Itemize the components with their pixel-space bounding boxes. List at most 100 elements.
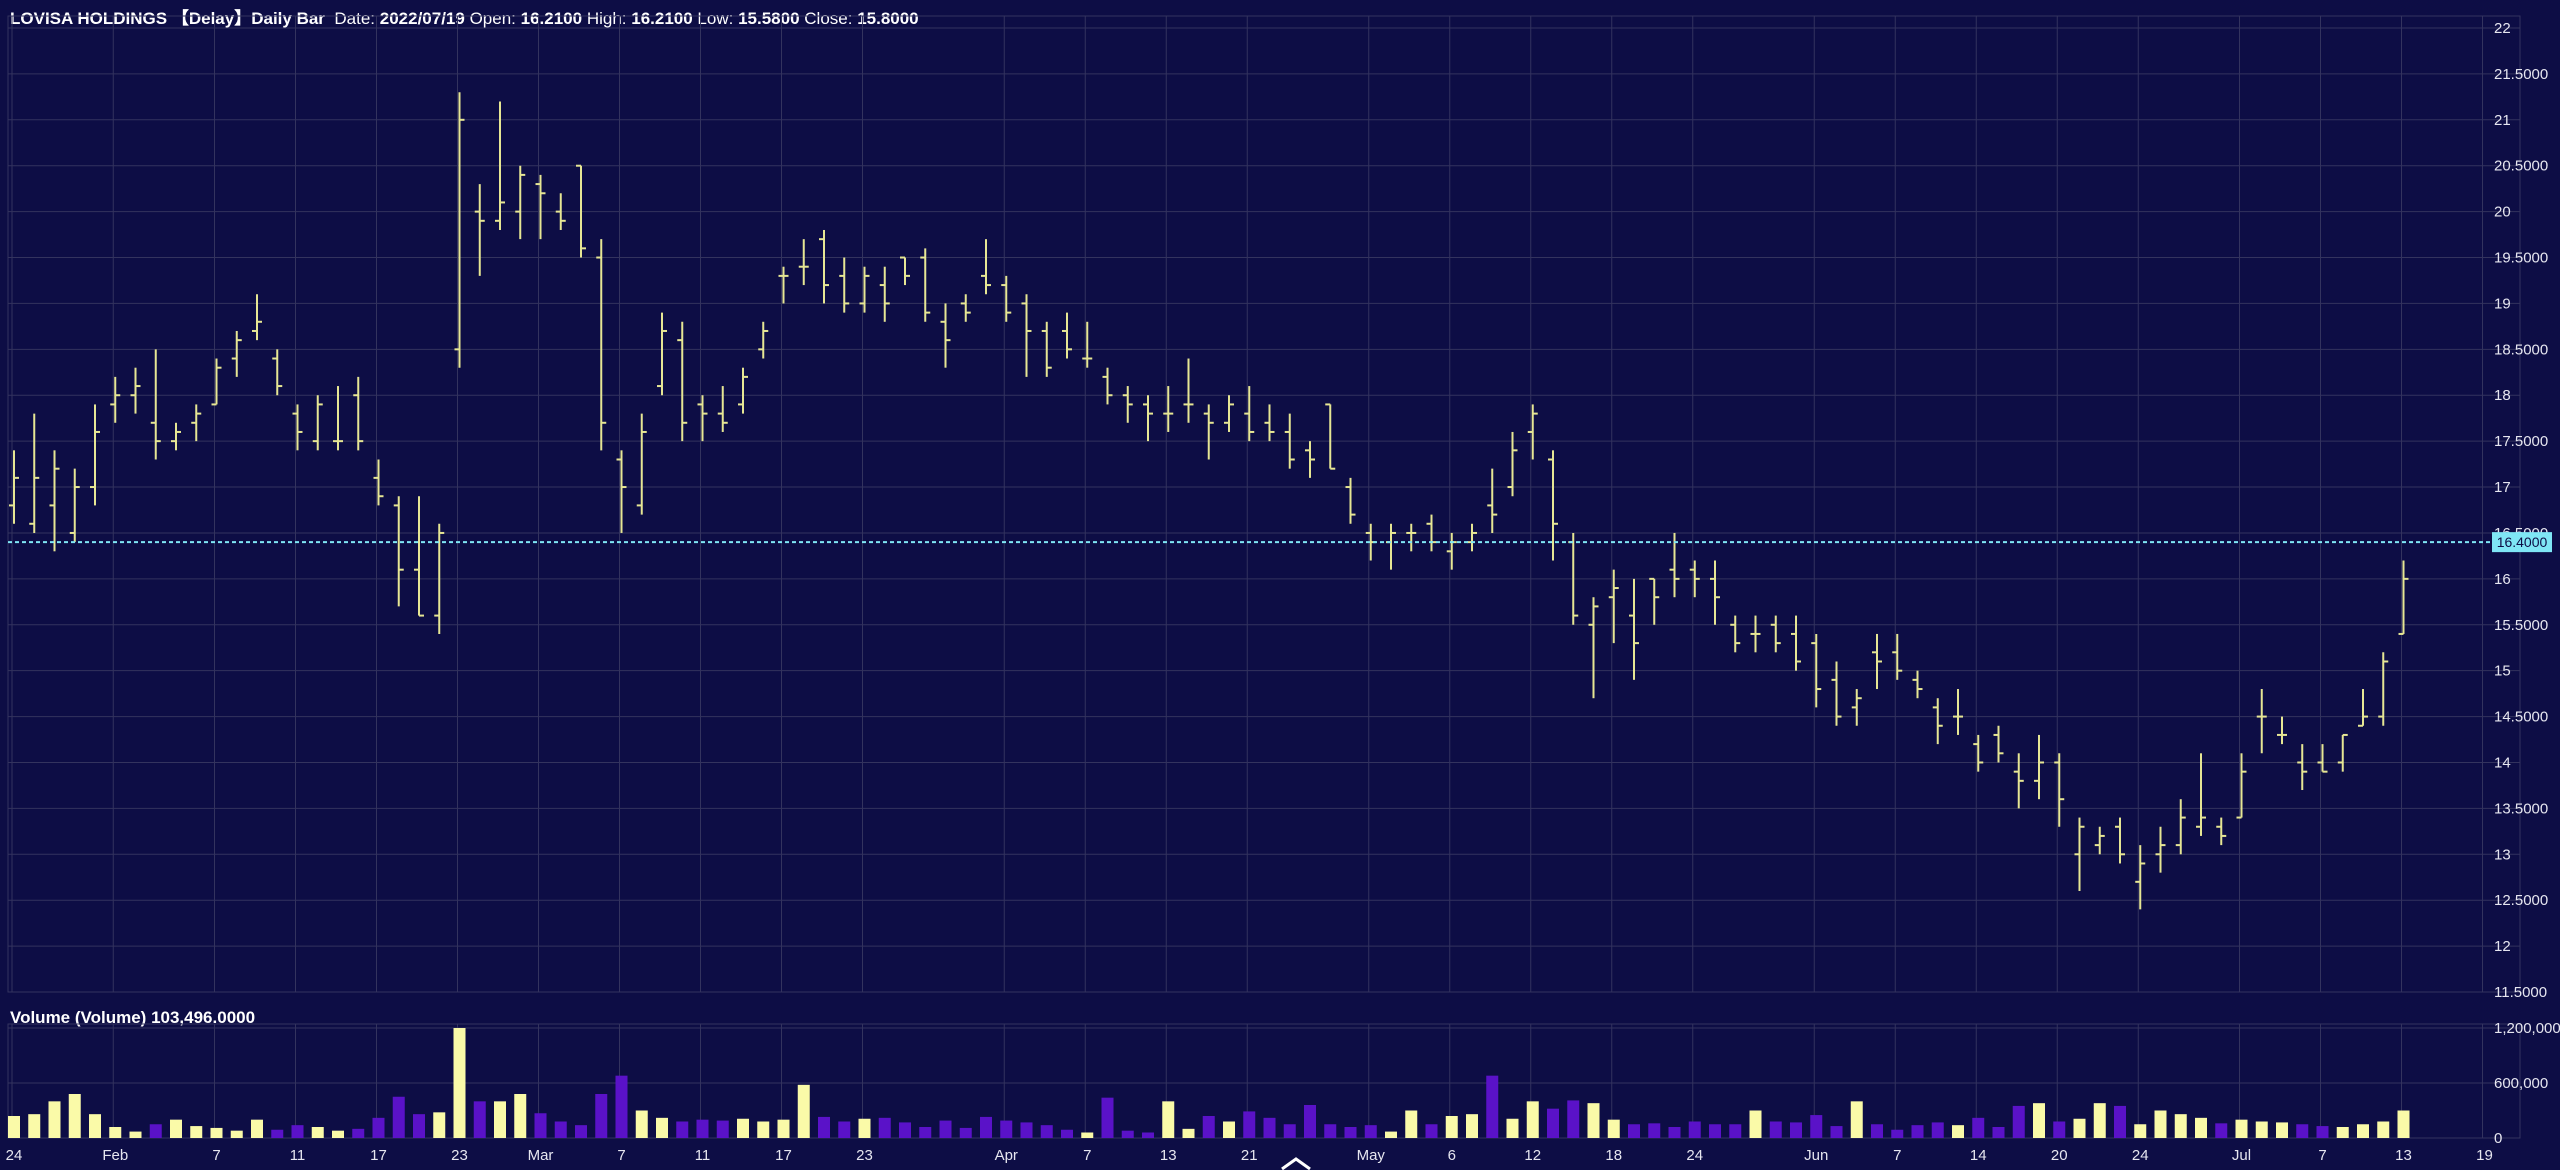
ohlc-bar xyxy=(616,450,627,533)
ohlc-bar xyxy=(2398,560,2409,635)
ohlc-bar xyxy=(1244,386,1255,442)
ohlc-bar xyxy=(393,496,404,607)
date-tick-label: 24 xyxy=(2132,1147,2149,1164)
ohlc-bar xyxy=(90,404,100,506)
ohlc-bar xyxy=(1224,395,1234,432)
price-tick-label: 15 xyxy=(2494,663,2511,680)
ohlc-bar xyxy=(1831,661,1842,726)
ohlc-bar xyxy=(1953,689,1963,735)
volume-bar xyxy=(1891,1129,1904,1138)
date-tick-label: 17 xyxy=(370,1147,387,1164)
high-value: 16.2100 xyxy=(631,9,693,28)
date-tick-label: Jul xyxy=(2232,1147,2251,1164)
ohlc-bar xyxy=(69,468,80,543)
ohlc-bar xyxy=(9,450,19,524)
price-tick-label: 18 xyxy=(2494,387,2511,404)
volume-bar xyxy=(2357,1124,2369,1138)
volume-bar xyxy=(1486,1075,1499,1138)
ohlc-bar xyxy=(1851,689,1862,726)
date-label: Date: xyxy=(334,9,376,28)
ohlc-bar xyxy=(819,229,829,304)
ohlc-bar xyxy=(1588,597,1599,699)
volume-header: Volume (Volume) 103,496.0000 xyxy=(10,1008,255,1028)
volume-bar xyxy=(716,1120,729,1138)
ohlc-bar xyxy=(717,386,728,432)
price-tick-label: 22 xyxy=(2494,20,2511,37)
ohlc-bar xyxy=(535,174,546,240)
date-tick-label: 23 xyxy=(856,1147,873,1164)
ohlc-bar xyxy=(778,266,789,304)
ohlc-bar xyxy=(1507,431,1518,497)
ohlc-bar xyxy=(1689,560,1700,598)
ohlc-bar xyxy=(1183,358,1194,423)
date-tick-label: 11 xyxy=(290,1147,306,1164)
ohlc-bar xyxy=(1446,532,1457,570)
volume-bar xyxy=(2316,1126,2329,1138)
ohlc-bar xyxy=(981,239,991,295)
volume-bar xyxy=(858,1118,871,1138)
ohlc-bar xyxy=(171,422,181,451)
chevron-up-icon[interactable] xyxy=(1280,1156,1312,1170)
volume-bar xyxy=(656,1117,668,1138)
volume-bar xyxy=(1182,1128,1195,1138)
low-label: Low: xyxy=(697,9,734,28)
close-value: 15.8000 xyxy=(857,9,919,28)
volume-bar xyxy=(1425,1124,1438,1138)
ohlc-bar xyxy=(1284,413,1295,469)
volume-bar xyxy=(818,1116,830,1138)
date-value: 2022/07/19 xyxy=(379,9,465,28)
ohlc-bar xyxy=(1892,633,1903,680)
volume-bar xyxy=(615,1075,628,1138)
ohlc-bar xyxy=(2256,689,2267,754)
volume-bar xyxy=(1830,1126,1843,1138)
chart-header: LOVISA HOLDINGS 【Delay】Daily Bar Date: 2… xyxy=(10,4,919,29)
price-tick-label: 18.5000 xyxy=(2494,341,2548,358)
volume-bar xyxy=(1709,1124,1721,1138)
volume-tick-label: 600,000 xyxy=(2494,1075,2548,1092)
ohlc-bar xyxy=(1467,523,1477,552)
ohlc-bar xyxy=(1973,734,1984,772)
volume-bar xyxy=(28,1114,41,1138)
volume-bar xyxy=(2174,1114,2187,1138)
ohlc-bar xyxy=(2175,799,2186,855)
ohlc-bar xyxy=(2074,817,2085,892)
volume-bar xyxy=(1567,1100,1580,1138)
volume-bar xyxy=(1769,1121,1782,1138)
volume-bar xyxy=(372,1117,385,1138)
ohlc-bar xyxy=(1608,569,1619,644)
date-tick-label: 7 xyxy=(1083,1147,1091,1164)
ohlc-bar xyxy=(130,367,141,414)
volume-bar xyxy=(757,1121,770,1138)
ohlc-bar xyxy=(1305,441,1315,478)
price-tick-label: 16 xyxy=(2494,571,2511,588)
volume-bar xyxy=(2195,1117,2207,1138)
price-panel-frame xyxy=(7,15,2521,993)
price-tick-label: 12 xyxy=(2494,938,2511,955)
volume-bar xyxy=(514,1094,527,1138)
volume-bar xyxy=(2114,1105,2126,1138)
date-tick-label: 13 xyxy=(2395,1147,2412,1164)
volume-bar xyxy=(899,1122,911,1138)
price-tick-label: 12.5000 xyxy=(2494,892,2548,909)
date-tick-label: 24 xyxy=(6,1147,23,1164)
volume-bar xyxy=(696,1119,709,1138)
ohlc-bar xyxy=(1649,577,1660,625)
date-tick-label: 7 xyxy=(1893,1147,1901,1164)
volume-bar xyxy=(2276,1122,2288,1138)
volume-bar xyxy=(838,1121,851,1138)
ohlc-bar xyxy=(515,165,526,240)
ohlc-bar xyxy=(1710,560,1720,625)
ohlc-bar xyxy=(960,294,971,322)
volume-tick-label: 0 xyxy=(2494,1130,2502,1147)
volume-bars xyxy=(8,1028,2410,1138)
ohlc-bar xyxy=(2094,826,2105,855)
ohlc-bar xyxy=(900,256,910,286)
ohlc-bar xyxy=(636,413,647,515)
date-tick-label: Jun xyxy=(1804,1147,1828,1164)
ohlc-bar xyxy=(272,349,283,396)
volume-bar xyxy=(1162,1101,1175,1138)
ohlc-bar xyxy=(839,257,850,313)
volume-bar xyxy=(959,1127,972,1138)
volume-bar xyxy=(251,1119,263,1138)
